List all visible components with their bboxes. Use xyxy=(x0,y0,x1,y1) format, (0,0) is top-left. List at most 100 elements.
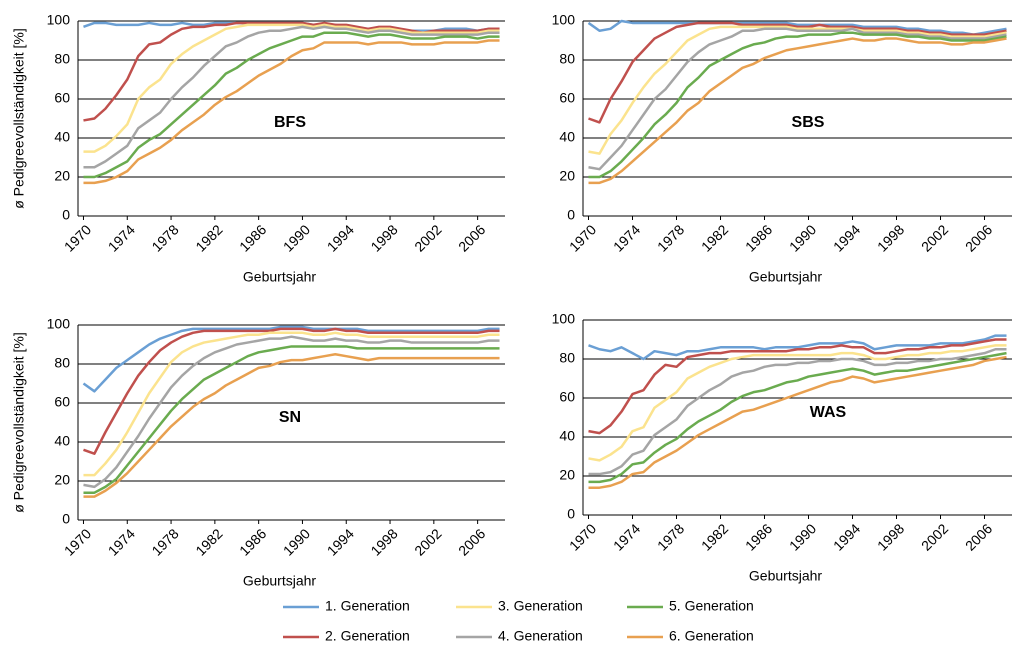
y-tick-label: 60 xyxy=(54,394,70,410)
y-tick-label: 60 xyxy=(559,389,575,405)
y-tick-label: 40 xyxy=(559,428,575,444)
legend-label: 3. Generation xyxy=(498,598,583,614)
x-tick-label: 1994 xyxy=(830,520,863,553)
legend-label: 4. Generation xyxy=(498,628,583,644)
y-tick-label: 40 xyxy=(559,129,575,145)
y-tick-label: 80 xyxy=(54,355,70,371)
series-line xyxy=(588,37,1007,185)
x-tick-label: 1990 xyxy=(280,221,313,254)
x-tick-label: 1974 xyxy=(610,520,643,553)
legend-label: 2. Generation xyxy=(325,628,410,644)
y-tick-label: 40 xyxy=(54,129,70,145)
x-tick-label: 1986 xyxy=(236,221,269,254)
series-line xyxy=(83,335,500,489)
series-line xyxy=(588,27,1007,171)
x-tick-label: 2006 xyxy=(455,525,488,558)
y-tick-label: 20 xyxy=(559,168,575,184)
x-tick-label: 1970 xyxy=(61,221,94,254)
y-tick-label: 40 xyxy=(54,433,70,449)
x-tick-label: 1982 xyxy=(192,221,225,254)
series-line xyxy=(82,325,500,393)
series-line xyxy=(588,21,1007,124)
series-line xyxy=(588,31,1007,179)
x-tick-label: 1986 xyxy=(742,221,775,254)
series-line xyxy=(588,334,1007,361)
x-tick-label: 1982 xyxy=(698,520,731,553)
x-axis-label: Geburtsjahr xyxy=(749,269,822,285)
x-tick-label: 1998 xyxy=(874,520,907,553)
y-tick-label: 80 xyxy=(559,51,575,67)
panel-label: BFS xyxy=(274,114,306,131)
y-tick-label: 100 xyxy=(47,316,71,332)
series-line xyxy=(588,338,1007,435)
series-line xyxy=(588,355,1007,489)
x-tick-label: 1978 xyxy=(148,221,181,254)
panel-label: SBS xyxy=(792,114,825,131)
y-tick-label: 0 xyxy=(62,511,70,527)
x-tick-label: 1970 xyxy=(61,525,94,558)
series-line xyxy=(83,331,500,477)
y-tick-label: 80 xyxy=(559,350,575,366)
series-line xyxy=(83,327,500,455)
x-tick-label: 1990 xyxy=(786,221,819,254)
y-tick-label: 60 xyxy=(559,90,575,106)
x-axis-label: Geburtsjahr xyxy=(243,573,316,589)
series-line xyxy=(83,31,500,179)
x-tick-label: 1974 xyxy=(610,221,643,254)
series-line xyxy=(83,25,500,169)
series-line xyxy=(588,25,1007,155)
x-tick-label: 1990 xyxy=(786,520,819,553)
x-tick-label: 1978 xyxy=(148,525,181,558)
series-line xyxy=(588,351,1007,484)
x-axis-label: Geburtsjahr xyxy=(243,269,316,285)
x-tick-label: 1986 xyxy=(236,525,269,558)
series-line xyxy=(83,21,500,122)
x-tick-label: 2002 xyxy=(411,221,444,254)
x-tick-label: 1970 xyxy=(566,221,599,254)
series-line xyxy=(83,23,500,153)
legend-label: 6. Generation xyxy=(669,628,754,644)
x-axis-label: Geburtsjahr xyxy=(749,568,822,584)
y-tick-label: 100 xyxy=(552,311,576,327)
x-tick-label: 1974 xyxy=(105,525,138,558)
x-tick-label: 2002 xyxy=(411,525,444,558)
series-line xyxy=(83,345,500,494)
x-tick-label: 1998 xyxy=(367,525,400,558)
y-axis-label: ø Pedigreevollständigkeit [%] xyxy=(11,28,27,209)
series-line xyxy=(83,39,500,185)
x-tick-label: 1998 xyxy=(367,221,400,254)
y-axis-label: ø Pedigreevollständigkeit [%] xyxy=(11,332,27,513)
x-tick-label: 2006 xyxy=(962,520,995,553)
legend-label: 1. Generation xyxy=(325,598,410,614)
x-tick-label: 2002 xyxy=(918,520,951,553)
x-tick-label: 1982 xyxy=(698,221,731,254)
series-line xyxy=(588,344,1007,462)
x-tick-label: 1978 xyxy=(654,221,687,254)
x-tick-label: 1982 xyxy=(192,525,225,558)
y-tick-label: 0 xyxy=(567,506,575,522)
x-tick-label: 1994 xyxy=(830,221,863,254)
x-tick-label: 2006 xyxy=(962,221,995,254)
x-tick-label: 1978 xyxy=(654,520,687,553)
x-tick-label: 1990 xyxy=(280,525,313,558)
x-tick-label: 1998 xyxy=(874,221,907,254)
y-tick-label: 20 xyxy=(559,467,575,483)
series-line xyxy=(83,353,500,498)
x-tick-label: 1970 xyxy=(566,520,599,553)
series-line xyxy=(588,348,1007,476)
x-tick-label: 1994 xyxy=(324,525,357,558)
y-tick-label: 60 xyxy=(54,90,70,106)
x-tick-label: 2002 xyxy=(918,221,951,254)
y-tick-label: 0 xyxy=(62,207,70,223)
y-tick-label: 100 xyxy=(552,12,576,28)
panel-label: WAS xyxy=(810,404,847,421)
y-tick-label: 20 xyxy=(54,472,70,488)
legend-label: 5. Generation xyxy=(669,598,754,614)
series-line xyxy=(587,19,1007,36)
x-tick-label: 2006 xyxy=(455,221,488,254)
panel-label: SN xyxy=(279,409,301,426)
y-tick-label: 80 xyxy=(54,51,70,67)
x-tick-label: 1986 xyxy=(742,520,775,553)
y-tick-label: 0 xyxy=(567,207,575,223)
